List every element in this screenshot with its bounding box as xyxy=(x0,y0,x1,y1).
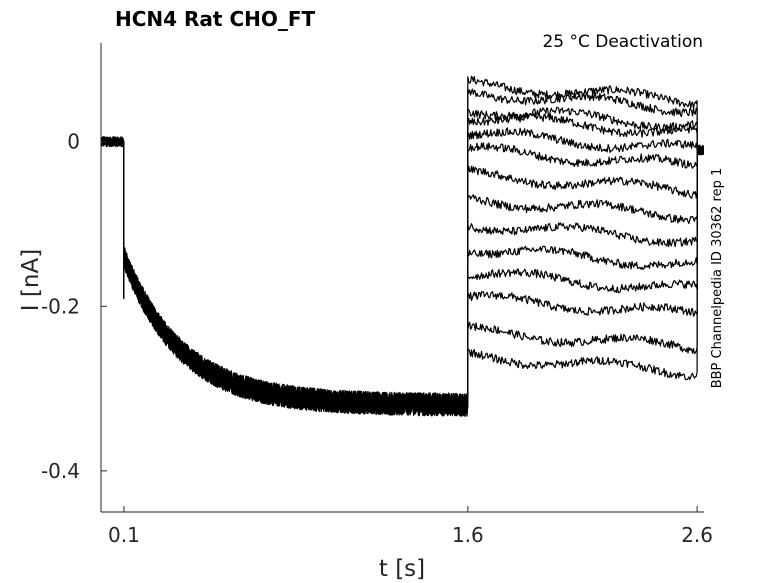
x-tick-label: 1.6 xyxy=(452,523,484,547)
x-ticks: 0.1 1.6 2.6 xyxy=(108,506,713,547)
chart-title: HCN4 Rat CHO_FT xyxy=(115,7,316,31)
y-tick-label: -0.4 xyxy=(41,459,80,483)
traces xyxy=(100,75,705,417)
y-ticks: 0 -0.2 -0.4 xyxy=(41,130,107,483)
y-tick-label: 0 xyxy=(67,130,80,154)
current-trace-series xyxy=(100,136,704,417)
y-axis-label: I [nA] xyxy=(18,249,44,311)
current-trace-series xyxy=(100,136,705,417)
x-tick-label: 2.6 xyxy=(681,523,713,547)
current-trace-series xyxy=(100,127,705,417)
chart-annotation: 25 °C Deactivation xyxy=(542,32,703,52)
side-label: BBP Channelpedia ID 30362 rep 1 xyxy=(710,168,725,389)
x-tick-label: 0.1 xyxy=(108,523,140,547)
x-axis-label: t [s] xyxy=(379,556,425,582)
y-tick-label: -0.2 xyxy=(41,294,80,318)
